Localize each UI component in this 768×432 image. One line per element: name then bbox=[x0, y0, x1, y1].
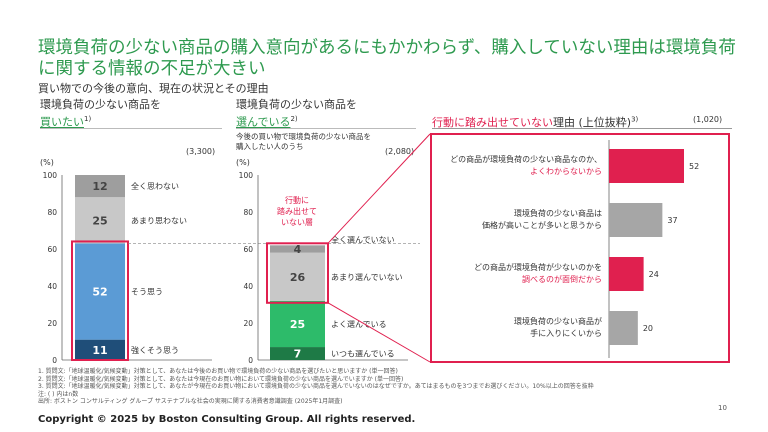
middle-panel-title: 環境負荷の少ない商品を 選んでいる2) bbox=[236, 98, 357, 130]
middle-panel-subtitle-line1: 今後の買い物で環境負荷の少ない商品を bbox=[236, 132, 371, 141]
right-chart-bar bbox=[609, 203, 663, 237]
left-panel-title-line2: 買いたい bbox=[40, 115, 84, 129]
right-panel-box bbox=[430, 133, 730, 363]
middle-chart-value-label: 26 bbox=[290, 271, 306, 284]
left-chart-tick-label: 80 bbox=[47, 208, 57, 217]
middle-chart-value-label: 7 bbox=[294, 348, 302, 361]
left-chart-segment-label: あまり思わない bbox=[131, 216, 187, 225]
left-chart-tick-label: 20 bbox=[47, 319, 57, 328]
copyright: Copyright © 2025 by Boston Consulting Gr… bbox=[38, 414, 416, 425]
footnote-3: 3. 質問文:「地球温暖化/気候変動」対策として、あなたが今現在のお買い物におい… bbox=[38, 383, 594, 390]
middle-chart-value-label: 4 bbox=[294, 243, 302, 256]
middle-chart-segment-label: あまり選んでいない bbox=[331, 272, 403, 282]
middle-chart-tick-label: 100 bbox=[239, 171, 254, 180]
page-subtitle: 買い物での今後の意向、現在の状況とその理由 bbox=[38, 82, 269, 95]
middle-chart-bar-segment bbox=[270, 245, 325, 253]
middle-chart-bar-segment bbox=[270, 252, 325, 301]
left-panel-rule bbox=[40, 128, 222, 129]
middle-panel-title-line1: 環境負荷の少ない商品を bbox=[236, 98, 357, 111]
right-chart-value-label: 20 bbox=[643, 324, 653, 333]
right-chart-category-line2: 価格が高いことが多いと思うから bbox=[482, 220, 602, 230]
middle-chart-segment-label: いつも選んでいる bbox=[331, 349, 395, 359]
page-title: 環境負荷の少ない商品の購入意向があるにもかかわらず、購入していない理由は環境負荷… bbox=[38, 38, 736, 79]
right-panel-sup: 3) bbox=[631, 115, 639, 124]
middle-panel-n: (2,080) bbox=[385, 147, 415, 156]
middle-chart-callout: いない層 bbox=[281, 218, 313, 227]
middle-chart-segment-label: 全く選んでいない bbox=[331, 234, 395, 244]
right-panel-rule bbox=[432, 128, 732, 129]
footnote-5: 出所: ボストン コンサルティング グループ サステナブルな社会の実現に関する消… bbox=[38, 398, 343, 405]
left-chart-bar-segment bbox=[75, 197, 125, 244]
right-chart-category-line1: 環境負荷の少ない商品が bbox=[514, 316, 602, 326]
right-panel-title-red: 行動に踏み出せていない bbox=[432, 116, 553, 129]
right-panel-title: 行動に踏み出せていない理由 (上位抜粋)3) bbox=[432, 114, 638, 130]
middle-chart-tick-label: 80 bbox=[243, 208, 253, 217]
right-chart-category-line1: 環境負荷の少ない商品は bbox=[514, 208, 602, 218]
right-chart-category-line2: 手に入りにくいから bbox=[530, 328, 602, 338]
middle-chart-tick-label: 40 bbox=[243, 282, 253, 291]
middle-panel-title-line2: 選んでいる bbox=[236, 115, 291, 129]
left-chart-highlight-box bbox=[71, 240, 129, 361]
left-panel-unit: (%) bbox=[40, 158, 54, 167]
middle-panel-unit: (%) bbox=[236, 158, 250, 167]
right-chart-category-line1: どの商品が環境負荷が少ないのかを bbox=[474, 262, 602, 272]
footnotes: 1. 質問文:「地球温暖化/気候変動」対策として、あなたは今後のお買い物で環境負… bbox=[38, 368, 738, 406]
right-panel-n: (1,020) bbox=[693, 115, 723, 124]
page-number: 10 bbox=[718, 404, 727, 412]
middle-chart-callout: 行動に bbox=[285, 195, 309, 205]
middle-chart-tick-label: 20 bbox=[243, 319, 253, 328]
right-chart-bar bbox=[609, 311, 638, 345]
middle-panel-sup: 2) bbox=[290, 115, 298, 123]
callout-connector-top bbox=[327, 133, 431, 244]
right-chart-category-line2: 調べるのが面倒だから bbox=[522, 274, 602, 284]
right-chart-category-line1: どの商品が環境負荷の少ない商品なのか、 bbox=[450, 154, 602, 164]
middle-chart-tick-label: 60 bbox=[243, 245, 253, 254]
left-chart-bar-segment bbox=[75, 339, 125, 360]
footnote-2: 2. 質問文:「地球温暖化/気候変動」対策として、あなたは今現在のお買い物におい… bbox=[38, 375, 404, 383]
left-chart-value-label: 25 bbox=[92, 214, 107, 227]
right-chart-bar bbox=[609, 257, 644, 291]
left-panel-title: 環境負荷の少ない商品を 買いたい1) bbox=[40, 98, 161, 130]
right-chart-value-label: 52 bbox=[689, 162, 699, 171]
right-chart-value-label: 37 bbox=[667, 216, 677, 225]
middle-chart-callout: 踏み出せて bbox=[277, 206, 317, 216]
right-panel-title-rest: 理由 (上位抜粋) bbox=[553, 116, 632, 129]
middle-panel-rule bbox=[236, 128, 416, 129]
middle-chart-tick-label: 0 bbox=[248, 356, 253, 365]
left-chart-bar-segment bbox=[75, 243, 125, 340]
left-chart-tick-label: 40 bbox=[47, 282, 57, 291]
middle-chart-bar-segment bbox=[270, 347, 325, 360]
middle-panel-subtitle: 今後の買い物で環境負荷の少ない商品を 購入したい人のうち bbox=[236, 132, 371, 152]
footnote-1: 1. 質問文:「地球温暖化/気候変動」対策として、あなたは今後のお買い物で環境負… bbox=[38, 368, 398, 375]
footnote-4: 注: ( ) 内はn数 bbox=[38, 390, 79, 398]
left-panel-n: (3,300) bbox=[186, 147, 216, 156]
left-chart-segment-label: そう思う bbox=[131, 288, 163, 297]
middle-chart-segment-label: よく選んでいる bbox=[331, 319, 387, 329]
left-chart-value-label: 12 bbox=[92, 180, 107, 193]
middle-panel-subtitle-line2: 購入したい人のうち bbox=[236, 142, 304, 151]
middle-chart-bar-segment bbox=[270, 300, 325, 348]
callout-connector-bottom bbox=[327, 302, 431, 363]
left-chart-value-label: 11 bbox=[92, 344, 107, 357]
left-chart-tick-label: 0 bbox=[52, 356, 57, 365]
middle-chart-highlight-box bbox=[266, 242, 329, 304]
left-panel-title-line1: 環境負荷の少ない商品を bbox=[40, 98, 161, 111]
left-chart-bar-segment bbox=[75, 175, 125, 198]
left-chart-segment-label: 全く思わない bbox=[131, 181, 179, 191]
middle-chart-value-label: 25 bbox=[290, 318, 305, 331]
right-chart-bar bbox=[609, 149, 684, 183]
right-chart-value-label: 24 bbox=[649, 270, 659, 279]
left-chart-tick-label: 60 bbox=[47, 245, 57, 254]
left-chart-tick-label: 100 bbox=[43, 171, 58, 180]
left-chart-segment-label: 強くそう思う bbox=[131, 345, 179, 355]
right-chart-category-line2: よくわからないから bbox=[530, 167, 602, 176]
left-chart-value-label: 52 bbox=[92, 286, 107, 299]
left-panel-sup: 1) bbox=[84, 115, 92, 123]
